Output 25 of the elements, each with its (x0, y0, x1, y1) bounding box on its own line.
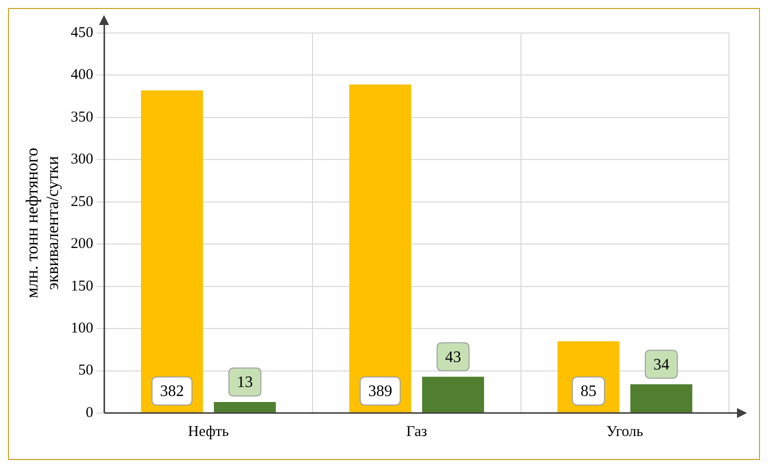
data-label: 34 (653, 356, 670, 374)
y-tick-label: 100 (70, 320, 94, 336)
y-tick-label: 350 (70, 109, 94, 126)
x-tick-label: Нефть (188, 424, 229, 440)
y-tick-label: 300 (70, 152, 94, 168)
y-tick-label: 250 (70, 194, 94, 210)
data-label: 85 (580, 383, 596, 400)
y-axis-title: млн. тонн нефтяного эквивалента/сутки (22, 148, 62, 298)
data-label: 389 (368, 383, 392, 400)
data-label: 43 (445, 348, 462, 366)
x-tick-label: Газ (406, 424, 428, 440)
bar (630, 384, 692, 412)
y-tick-label: 50 (78, 362, 94, 379)
bar (214, 402, 276, 412)
bar (349, 84, 412, 412)
data-label: 13 (236, 374, 253, 392)
data-label: 382 (160, 383, 184, 400)
y-tick-label: 200 (70, 236, 94, 252)
y-tick-label: 400 (70, 67, 94, 84)
y-tick-label: 0 (86, 404, 94, 421)
x-tick-label: Уголь (606, 424, 644, 440)
bar (141, 90, 203, 412)
y-tick-label: 150 (70, 278, 94, 294)
y-tick-label: 450 (70, 24, 94, 41)
bar (422, 376, 484, 412)
